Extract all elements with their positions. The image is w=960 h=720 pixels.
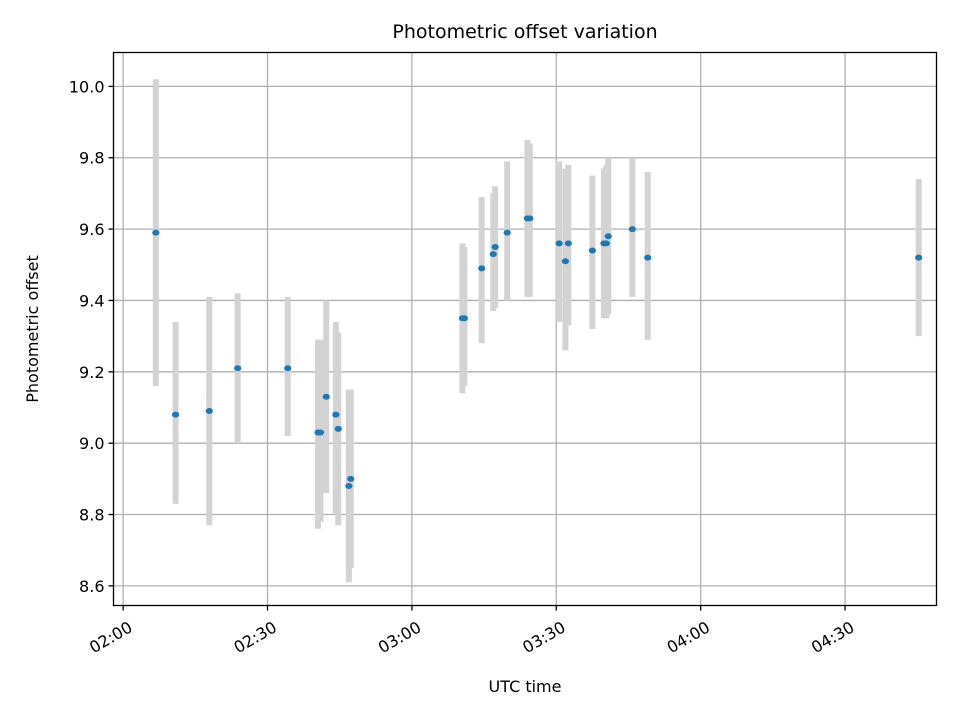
- data-point: [602, 240, 610, 247]
- plot-frame: [112, 51, 938, 607]
- data-point: [478, 265, 486, 272]
- chart-title: Photometric offset variation: [392, 21, 657, 43]
- data-points: [152, 215, 923, 489]
- data-point: [347, 475, 355, 482]
- data-point: [316, 429, 325, 436]
- y-tick-label: 8.8: [79, 506, 104, 525]
- y-tick-label: 9.2: [79, 363, 104, 382]
- y-tick-label: 9.0: [79, 434, 104, 453]
- data-point: [628, 226, 636, 233]
- y-axis-title: Photometric offset: [23, 255, 42, 403]
- data-point: [334, 425, 342, 432]
- data-point: [171, 411, 180, 418]
- data-point: [152, 229, 160, 236]
- y-tick-label: 9.6: [79, 220, 104, 239]
- data-point: [345, 482, 353, 489]
- data-point: [284, 365, 292, 372]
- data-point: [491, 243, 499, 250]
- y-tick-label: 9.8: [79, 149, 104, 168]
- x-axis-title: UTC time: [489, 677, 562, 696]
- data-point: [588, 247, 596, 254]
- data-point: [644, 254, 652, 261]
- data-point: [460, 315, 468, 322]
- data-point: [503, 229, 511, 236]
- data-point: [561, 258, 570, 265]
- data-point: [564, 240, 572, 247]
- data-point: [322, 393, 330, 400]
- y-tick-label: 9.4: [79, 291, 104, 310]
- data-point: [205, 408, 213, 415]
- data-point: [526, 215, 534, 222]
- data-point: [604, 233, 612, 240]
- data-point: [489, 251, 497, 258]
- y-tick-label: 8.6: [79, 577, 104, 596]
- data-point: [332, 411, 340, 418]
- data-point: [555, 240, 563, 247]
- y-tick-label: 10.0: [69, 77, 105, 96]
- data-point: [234, 365, 242, 372]
- data-point: [915, 254, 923, 261]
